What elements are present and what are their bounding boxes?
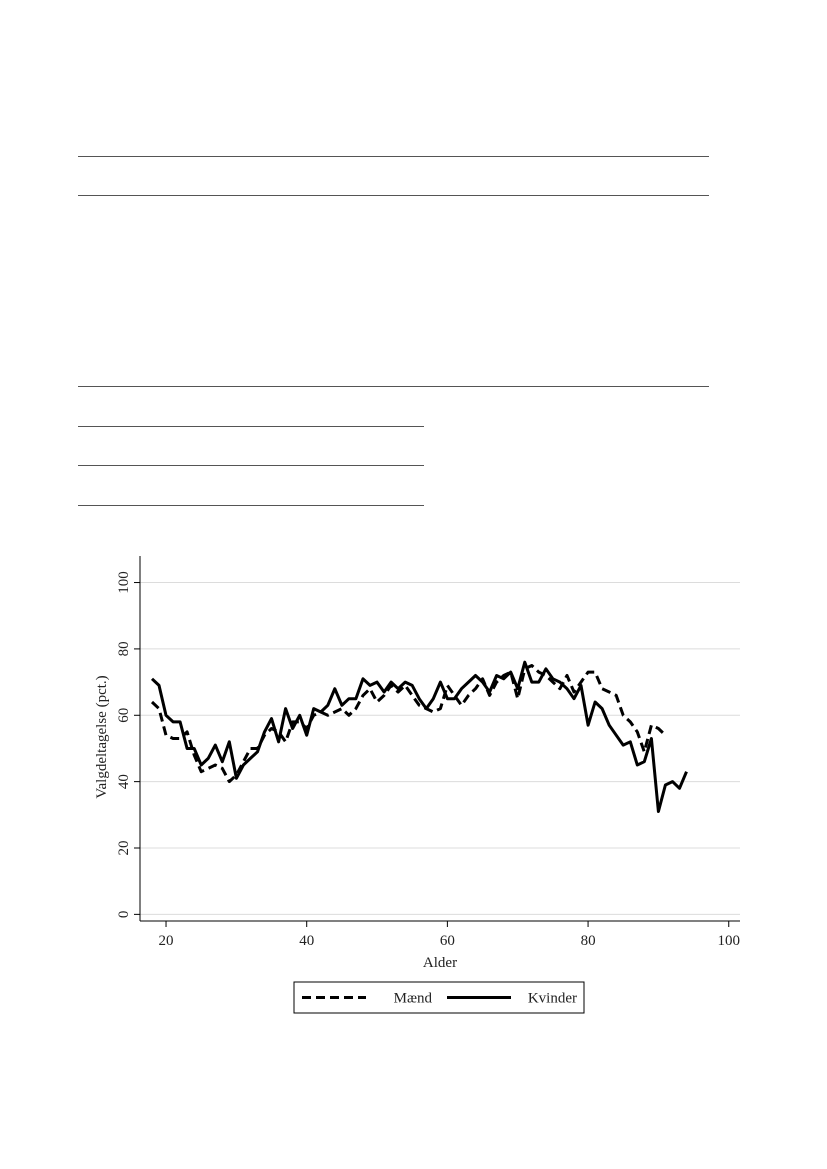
y-tick-label: 60: [116, 708, 132, 723]
legend-label: Mænd: [394, 991, 433, 1007]
y-tick-label: 80: [116, 641, 132, 656]
y-tick-label: 20: [116, 841, 132, 856]
legend-label: Kvinder: [528, 991, 577, 1007]
y-axis-label: Valgdeltagelse (pct.): [94, 675, 110, 798]
y-tick-label: 40: [116, 774, 132, 789]
rule: [78, 505, 424, 506]
x-tick-label: 80: [581, 933, 596, 949]
series-line: [150, 664, 667, 784]
y-tick-label: 100: [116, 571, 132, 594]
x-tick-label: 100: [717, 933, 740, 949]
x-tick-label: 20: [159, 933, 174, 949]
x-tick-label: 40: [299, 933, 314, 949]
rule: [78, 386, 709, 387]
x-axis-label: Alder: [423, 955, 457, 971]
x-tick-label: 60: [440, 933, 455, 949]
rule: [78, 195, 709, 196]
series-line: [150, 660, 688, 813]
rule: [78, 426, 424, 427]
rule: [78, 465, 424, 466]
y-tick-label: 0: [116, 911, 132, 919]
rule: [78, 156, 709, 157]
legend: [293, 981, 585, 1014]
